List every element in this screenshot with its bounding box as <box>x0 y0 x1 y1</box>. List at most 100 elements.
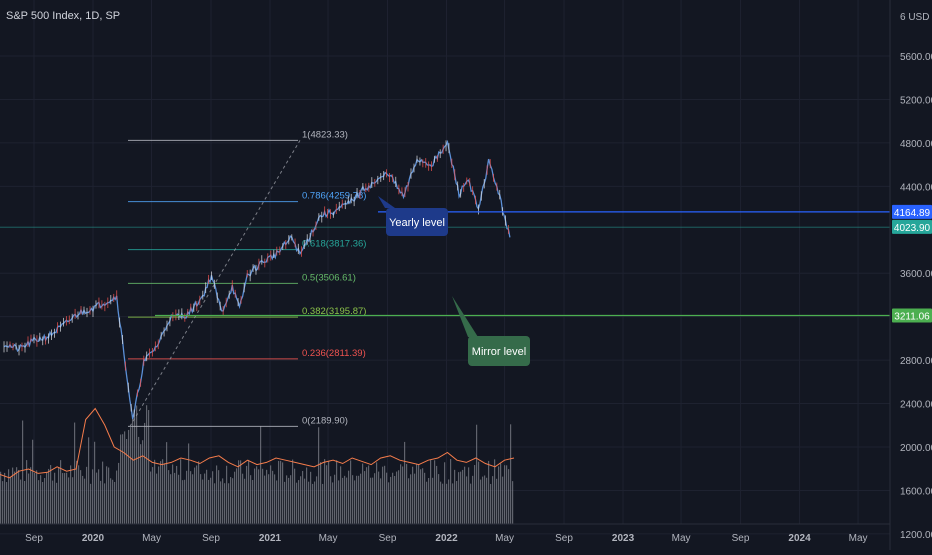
volume-bar <box>496 478 498 524</box>
volume-bar <box>310 471 312 524</box>
x-tick-label: 2024 <box>788 533 811 544</box>
volume-bar <box>466 476 468 524</box>
fib-level-label: 0.786(4259.78) <box>302 191 366 202</box>
volume-bar <box>468 467 470 524</box>
volume-bar <box>148 410 150 524</box>
volume-bar <box>354 480 356 524</box>
annotations[interactable]: Yearly level Mirror level <box>378 196 530 366</box>
volume-bar <box>52 480 54 524</box>
volume-bar <box>430 459 432 524</box>
volume-bar <box>4 472 6 524</box>
volume-bar <box>162 459 164 524</box>
yearly-callout-pointer <box>378 196 395 208</box>
volume-bar <box>400 464 402 524</box>
volume-bar <box>494 459 496 524</box>
volume-bar <box>392 472 394 524</box>
volume-bar <box>362 463 364 524</box>
volume-bar <box>26 460 28 524</box>
price-axis[interactable]: 5600.005200.004800.004400.003600.003200.… <box>889 0 932 550</box>
volume-bar <box>252 480 254 524</box>
y-tick-label: 5200.00 <box>900 95 932 106</box>
x-tick-label: May <box>495 533 514 544</box>
volume-bar <box>322 483 324 524</box>
volume-bar <box>358 475 360 524</box>
volume-bar <box>190 471 192 524</box>
volume-bar <box>86 466 88 524</box>
volume-bar <box>490 483 492 524</box>
volume-bar <box>328 461 330 524</box>
volume-bar <box>188 443 190 524</box>
volume-bar <box>330 476 332 524</box>
volume-bar <box>38 480 40 524</box>
volume-bar <box>180 459 182 524</box>
volume-bar <box>286 475 288 524</box>
volume-bar <box>170 474 172 524</box>
volume-bar <box>16 467 18 524</box>
volume-bar <box>366 467 368 524</box>
mirror-callout-pointer <box>452 296 478 337</box>
volume-bars <box>0 405 515 524</box>
volume-bar <box>106 466 108 524</box>
x-tick-label: 2021 <box>259 533 282 544</box>
x-tick-label: May <box>142 533 161 544</box>
volume-bar <box>424 472 426 524</box>
volume-bar <box>80 470 82 524</box>
volume-bar <box>198 461 200 524</box>
volume-bar <box>204 473 206 524</box>
volume-bar <box>166 442 168 524</box>
volume-bar <box>414 473 416 524</box>
volume-bar <box>504 465 506 524</box>
volume-bar <box>476 424 478 524</box>
volume-bar <box>340 466 342 524</box>
volume-bar <box>10 476 12 524</box>
volume-bar <box>396 471 398 524</box>
volume-bar <box>370 477 372 524</box>
y-tick-label: 1600.00 <box>900 486 932 497</box>
fib-retracement[interactable]: 1(4823.33) 0.786(4259.78) 0.618(3817.36) 0.… <box>128 129 366 427</box>
volume-bar <box>268 474 270 524</box>
yearly-callout-text: Yearly level <box>389 217 445 229</box>
volume-bar <box>506 465 508 524</box>
volume-bar <box>478 461 480 524</box>
volume-bar <box>68 477 70 524</box>
volume-bar <box>146 405 148 524</box>
volume-bar <box>274 474 276 524</box>
volume-bar <box>448 479 450 524</box>
volume-bar <box>420 469 422 524</box>
time-axis[interactable]: Sep 2020 May Sep 2021 May Sep 2022 May Sep 2023 May… <box>0 523 890 544</box>
volume-bar <box>42 482 44 524</box>
volume-bar <box>210 477 212 524</box>
x-tick-label: 2022 <box>435 533 458 544</box>
volume-bar <box>376 462 378 524</box>
volume-bar <box>266 469 268 524</box>
volume-bar <box>40 475 42 524</box>
y-tick-label: 2800.00 <box>900 356 932 367</box>
volume-bar <box>334 474 336 524</box>
volume-bar <box>498 466 500 524</box>
volume-bar <box>360 473 362 524</box>
volume-bar <box>64 473 66 524</box>
volume-bar <box>510 424 512 524</box>
yearly-callout-box <box>386 208 448 236</box>
volume-bar <box>104 483 106 524</box>
volume-bar <box>438 474 440 524</box>
x-tick-label: 2020 <box>82 533 105 544</box>
volume-bar <box>250 475 252 524</box>
price-tag-label: 3211.06 <box>894 311 930 322</box>
volume-bar <box>218 470 220 524</box>
volume-bar <box>102 461 104 524</box>
volume-bar <box>120 434 122 524</box>
volume-bar <box>488 460 490 524</box>
volume-bar <box>168 470 170 524</box>
x-tick-label: Sep <box>732 533 750 544</box>
volume-bar <box>460 471 462 524</box>
volume-bar <box>70 465 72 524</box>
volume-bar <box>62 473 64 524</box>
volume-bar <box>122 434 124 524</box>
volume-bar <box>206 469 208 524</box>
volume-bar <box>184 479 186 524</box>
price-tag-label: 4164.89 <box>894 208 931 219</box>
volume-bar <box>302 470 304 524</box>
